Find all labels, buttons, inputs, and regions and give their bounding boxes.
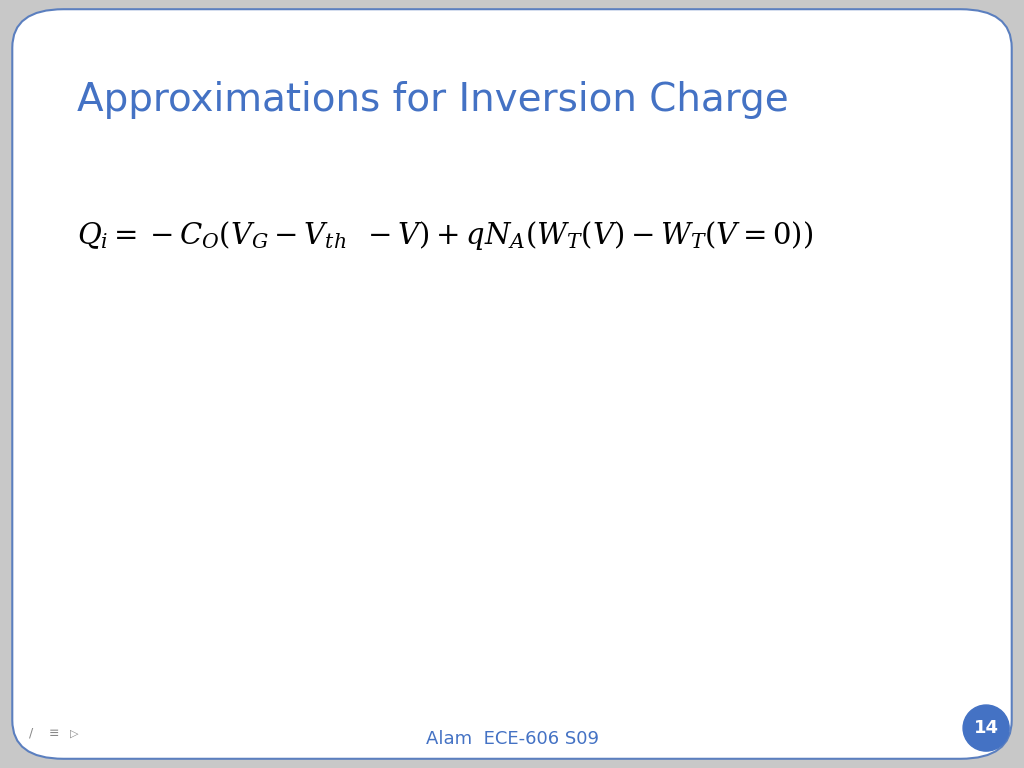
Text: Approximations for Inversion Charge: Approximations for Inversion Charge xyxy=(77,81,788,118)
Text: ▷: ▷ xyxy=(70,728,78,739)
Text: Alam  ECE-606 S09: Alam ECE-606 S09 xyxy=(426,730,598,748)
Text: 14: 14 xyxy=(974,719,998,737)
Text: $Q_i = -C_O(V_G-V_{th}\;\;-V)+qN_A(W_T(V)-W_T(V=0))$: $Q_i = -C_O(V_G-V_{th}\;\;-V)+qN_A(W_T(V… xyxy=(77,219,813,252)
Text: ≡: ≡ xyxy=(49,727,59,740)
Text: /: / xyxy=(29,727,33,740)
Ellipse shape xyxy=(963,705,1010,751)
FancyBboxPatch shape xyxy=(12,9,1012,759)
